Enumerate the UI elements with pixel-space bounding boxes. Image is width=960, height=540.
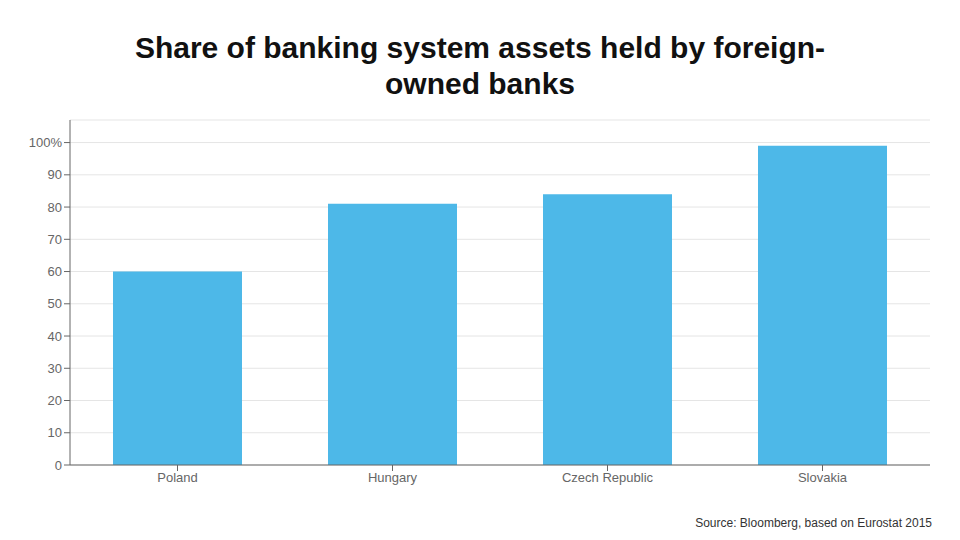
svg-text:60: 60: [48, 264, 62, 279]
html-text:Source: Bloomberg, based on Eu: Source: Bloomberg, based on Eurostat 201…: [695, 516, 932, 530]
svg-text:50: 50: [48, 296, 62, 311]
svg-text:100%: 100%: [29, 135, 63, 150]
svg-text:Poland: Poland: [157, 470, 197, 485]
svg-text:Hungary: Hungary: [368, 470, 418, 485]
svg-text:90: 90: [48, 167, 62, 182]
svg-text:Slovakia: Slovakia: [798, 470, 848, 485]
svg-text:30: 30: [48, 361, 62, 376]
html-text:Share of banking system assets: Share of banking system assets held by f…: [134, 31, 826, 100]
svg-text:Czech Republic: Czech Republic: [562, 470, 654, 485]
svg-text:0: 0: [55, 458, 62, 473]
svg-text:40: 40: [48, 329, 62, 344]
svg-text:80: 80: [48, 200, 62, 215]
svg-text:70: 70: [48, 232, 62, 247]
svg-text:10: 10: [48, 425, 62, 440]
svg-text:20: 20: [48, 393, 62, 408]
